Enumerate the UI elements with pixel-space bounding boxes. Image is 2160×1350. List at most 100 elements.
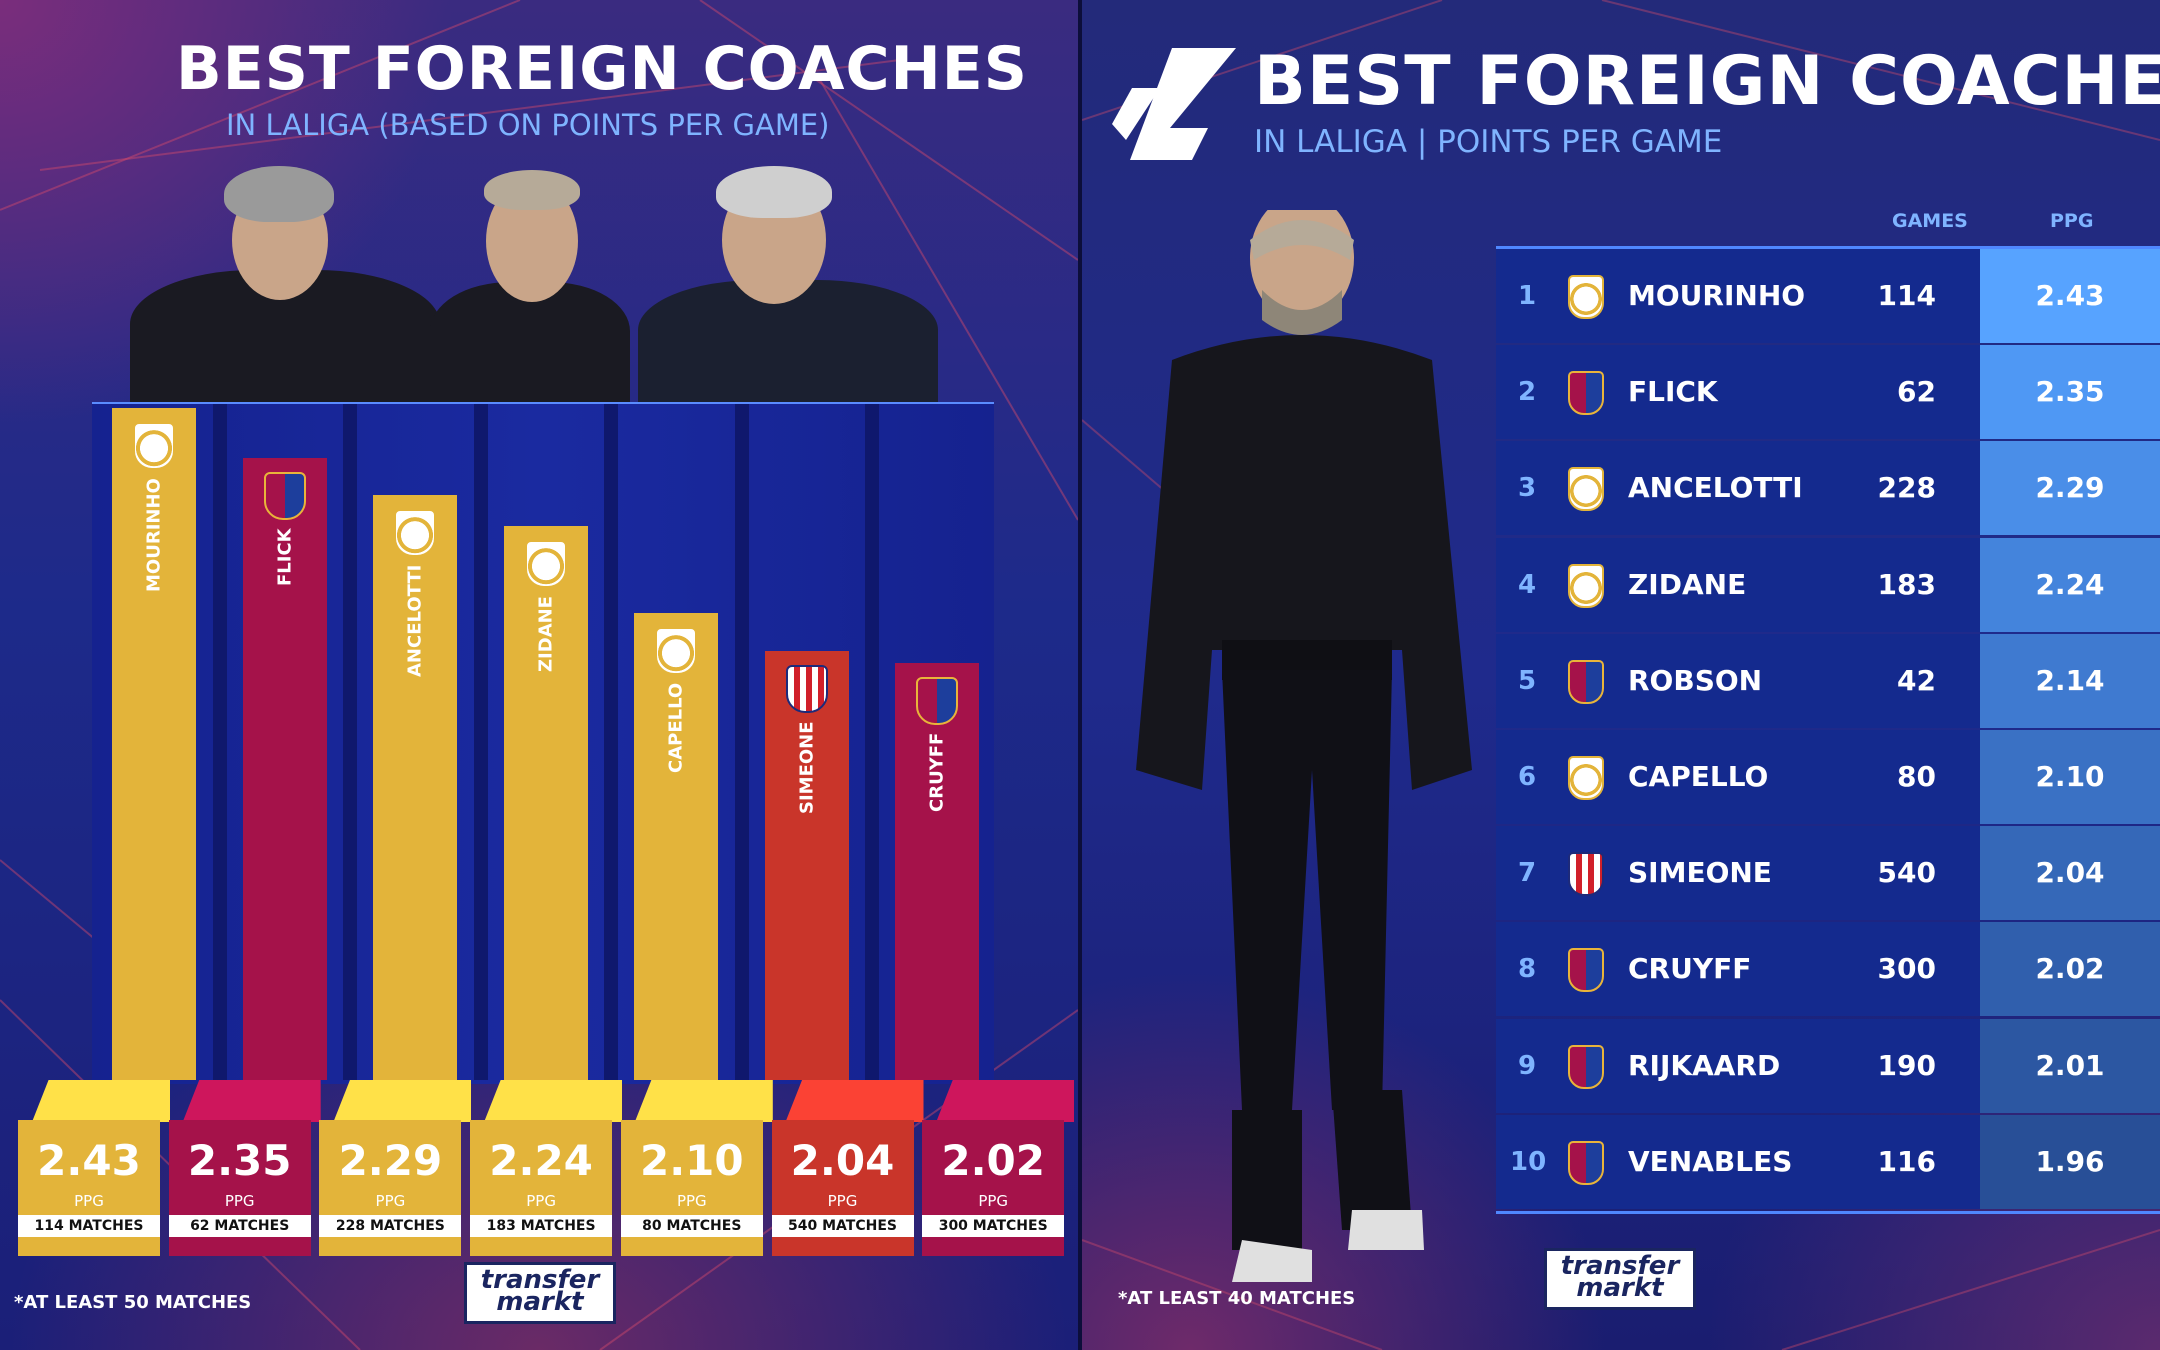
row-ppg-cell: 2.29 [1980,441,2160,536]
ancelotti-photo [618,160,948,405]
row-main-cell: 5 ROBSON 42 [1496,633,1980,728]
coach-name: VENABLES [1628,1144,1793,1178]
chart-subtitle: IN LALIGA (BASED ON POINTS PER GAME) [226,108,830,142]
ppg-value: 2.43 [2035,279,2105,312]
barcelona-crest-icon [263,471,306,520]
bar-zidane: ZIDANE [503,526,588,1080]
rank-label: 10 [1510,1146,1547,1177]
row-main-cell: 8 CRUYFF 300 [1496,922,1980,1017]
chart-title: BEST FOREIGN COACHES [176,34,1028,104]
coach-name: MOURINHO [1628,279,1806,312]
matches-label: 183 MATCHES [470,1215,613,1237]
column-divider [212,404,227,1080]
row-ppg-cell: 2.01 [1980,1018,2160,1113]
rank-label: 5 [1517,665,1537,696]
mourinho-photo [120,160,450,405]
table-row: 1 MOURINHO 114 2.43 [1496,249,2160,343]
flick-figure-photo [1136,210,1472,1282]
ppg-value: 2.14 [2035,663,2105,697]
bar-base-top [32,1080,170,1122]
transfermarkt-logo-line1: transfer [480,1265,600,1295]
row-ppg-cell: 2.02 [1980,922,2160,1017]
real-madrid-crest-icon [655,627,697,676]
bar-base-top [785,1080,924,1122]
unit-label: PPG [676,1192,707,1210]
barcelona-crest-icon [916,677,958,726]
ppg-value: 2.24 [2035,567,2105,601]
ppg-column-header: PPG [2050,210,2094,232]
flick-photo [420,162,640,405]
ppg-value: 2.01 [2035,1048,2105,1082]
data-label: 2.43 [37,1136,141,1185]
bar-base-top [484,1080,623,1122]
ppg-value: 2.04 [2035,856,2105,890]
real-madrid-crest-icon [1568,467,1604,512]
matches-label: 62 MATCHES [168,1215,311,1237]
coach-name: SIMEONE [1628,856,1772,890]
bar-base-top [936,1080,1075,1122]
transfermarkt-logo-line2: markt [1576,1273,1664,1303]
row-ppg-cell: 2.43 [1980,249,2160,343]
row-main-cell: 3 ANCELOTTI 228 [1496,441,1980,536]
data-label: 2.02 [941,1136,1045,1185]
table-row: 6 CAPELLO 80 2.10 [1496,730,2160,824]
ppg-value: 1.96 [2035,1144,2105,1178]
transfermarkt-logo-line1: transfer [1560,1251,1680,1281]
bar-base-top [182,1080,321,1122]
bar-base-top [333,1080,472,1122]
coach-name: CAPELLO [1628,760,1769,793]
ppg-value: 2.10 [2035,760,2105,793]
transfermarkt-logo: transfer markt [464,1262,616,1324]
rank-label: 7 [1517,858,1537,889]
row-main-cell: 2 FLICK 62 [1496,345,1980,440]
left-footnote: *AT LEAST 50 MATCHES [14,1292,252,1313]
bar-chart-panel: BEST FOREIGN COACHES IN LALIGA (BASED ON… [0,0,1078,1350]
table-subtitle: IN LALIGA | POINTS PER GAME [1254,124,1723,160]
ppg-value: 2.35 [2035,375,2105,409]
table-row: 9 RIJKAARD 190 2.01 [1496,1018,2160,1113]
row-main-cell: 10 VENABLES 116 [1496,1114,1980,1209]
barcelona-crest-icon [1568,371,1604,416]
barcelona-crest-icon [1568,1140,1604,1185]
matches-label: 228 MATCHES [319,1215,462,1237]
real-madrid-crest-icon [1568,563,1604,608]
panel-divider [1078,0,1082,1350]
bar-flick: FLICK [242,457,327,1080]
games-value: 42 [1897,663,1936,697]
games-value: 80 [1897,760,1936,793]
bar-label: CRUYFF [926,733,948,813]
rank-label: 3 [1517,473,1537,504]
rank-label: 9 [1517,1050,1537,1081]
ppg-value: 2.02 [2035,952,2105,986]
ranking-table: 1 MOURINHO 114 2.43 2 FLICK 62 2.35 3 ANCELOTTI 22… [1496,246,2160,1214]
rank-label: 6 [1517,762,1537,792]
bar-label: ZIDANE [535,596,556,673]
bar-cruyff: CRUYFF [895,663,979,1080]
coach-name: CRUYFF [1628,952,1752,986]
bar-base-top [634,1080,773,1122]
bar-label: SIMEONE [796,720,817,814]
rank-label: 2 [1517,377,1537,408]
table-row: 3 ANCELOTTI 228 2.29 [1496,441,2160,536]
data-label: 2.35 [187,1136,292,1185]
column-divider [734,404,749,1080]
column-divider [604,404,618,1080]
real-madrid-crest-icon [394,509,436,558]
barcelona-crest-icon [1568,659,1604,704]
row-ppg-cell: 2.35 [1980,345,2160,440]
games-value: 190 [1877,1048,1936,1082]
matches-label: 540 MATCHES [771,1215,914,1237]
unit-label: PPG [224,1192,255,1210]
games-value: 114 [1877,279,1936,312]
data-label: 2.24 [489,1136,593,1185]
data-label: 2.29 [338,1136,443,1185]
row-ppg-cell: 2.10 [1980,730,2160,824]
rank-label: 1 [1517,281,1537,311]
row-ppg-cell: 2.04 [1980,826,2160,921]
transfermarkt-logo-line2: markt [496,1287,584,1317]
bar-mourinho: MOURINHO [112,408,196,1080]
real-madrid-crest-icon [524,540,567,589]
right-footnote: *AT LEAST 40 MATCHES [1118,1288,1356,1309]
unit-label: PPG [526,1192,556,1210]
